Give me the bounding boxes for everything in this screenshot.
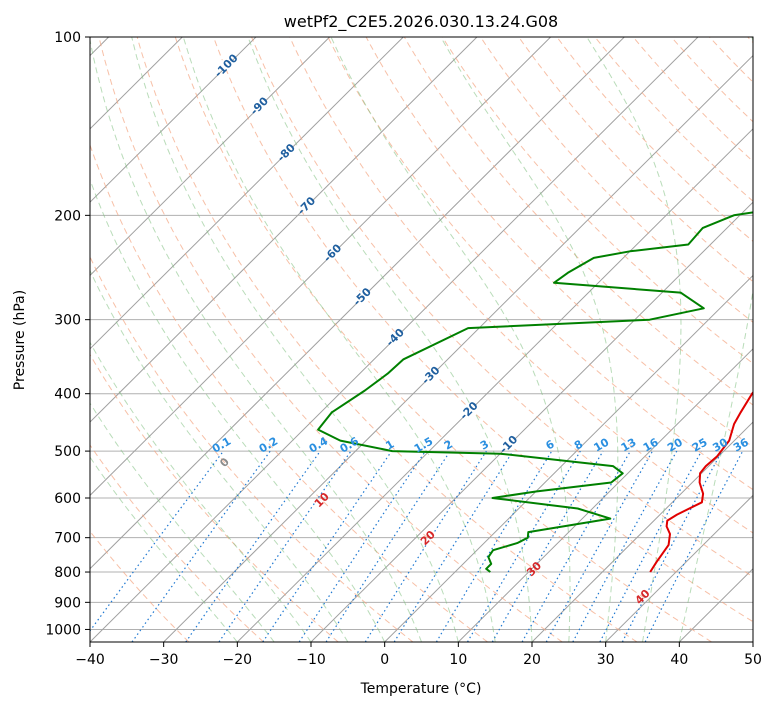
x-tick-label: −40	[75, 652, 105, 668]
y-tick-label: 400	[54, 387, 81, 403]
x-tick-label: 40	[670, 652, 688, 668]
x-tick-label: 0	[380, 652, 389, 668]
x-axis-label: Temperature (°C)	[360, 681, 482, 697]
y-tick-label: 900	[54, 595, 81, 611]
x-tick-label: −30	[149, 652, 179, 668]
y-tick-label: 800	[54, 565, 81, 581]
x-tick-label: 30	[597, 652, 615, 668]
y-tick-label: 600	[54, 491, 81, 507]
x-tick-label: 10	[449, 652, 467, 668]
chart-title: wetPf2_C2E5.2026.030.13.24.G08	[284, 12, 558, 32]
y-tick-label: 200	[54, 208, 81, 224]
y-axis-label: Pressure (hPa)	[12, 290, 28, 390]
x-tick-label: 50	[744, 652, 762, 668]
x-tick-label: −20	[223, 652, 253, 668]
y-tick-label: 300	[54, 313, 81, 329]
y-tick-label: 100	[54, 30, 81, 46]
x-tick-label: −10	[296, 652, 326, 668]
y-tick-label: 1000	[45, 622, 81, 638]
x-tick-label: 20	[523, 652, 541, 668]
y-tick-label: 500	[54, 444, 81, 460]
y-tick-label: 700	[54, 531, 81, 547]
